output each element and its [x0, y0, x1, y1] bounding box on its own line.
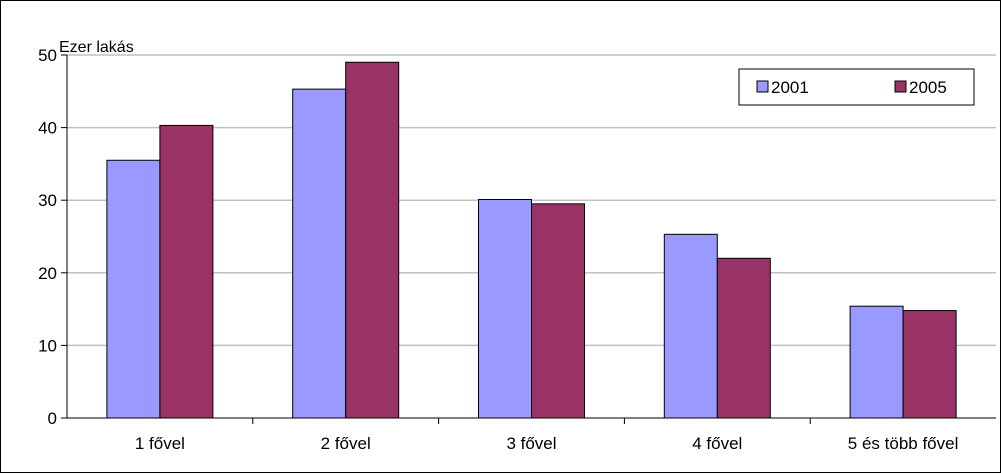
x-tick-label: 3 fővel — [506, 434, 556, 453]
bar-2005-5 — [902, 310, 957, 419]
legend-label-2005: 2005 — [909, 78, 947, 97]
bar-2001-4 — [663, 233, 718, 419]
y-tick-label: 50 — [38, 46, 57, 65]
x-tick-label: 2 fővel — [321, 434, 371, 453]
bar-2005-1 — [159, 124, 214, 419]
x-tick-label: 4 fővel — [692, 434, 742, 453]
bar-2005-3 — [531, 203, 585, 419]
y-tick-label: 0 — [48, 409, 57, 428]
bar-2001-3 — [478, 198, 532, 419]
legend-swatch-2001 — [756, 80, 769, 93]
y-tick-label: 20 — [38, 264, 57, 283]
legend-swatch-2005 — [894, 80, 907, 93]
y-tick-label: 10 — [38, 336, 57, 355]
axes: 0 10 20 30 40 50 1 fővel 2 fővel 3 fővel 4 fővel 5… — [38, 46, 996, 453]
legend-label-2001: 2001 — [771, 78, 809, 97]
bar-2005-4 — [716, 257, 771, 419]
y-tick-label: 30 — [38, 191, 57, 210]
bars — [106, 61, 957, 419]
y-tick-label: 40 — [38, 119, 57, 138]
x-tick-label: 1 fővel — [135, 434, 185, 453]
bar-2001-5 — [849, 305, 904, 419]
y-axis-unit-label: Ezer lakás — [59, 39, 134, 56]
legend-box — [738, 68, 975, 106]
bar-2001-2 — [292, 88, 347, 419]
legend: 2001 2005 — [738, 68, 975, 106]
bar-2001-1 — [106, 159, 161, 419]
x-tick-label: 5 és több fővel — [848, 434, 959, 453]
bar-2005-2 — [345, 61, 400, 419]
